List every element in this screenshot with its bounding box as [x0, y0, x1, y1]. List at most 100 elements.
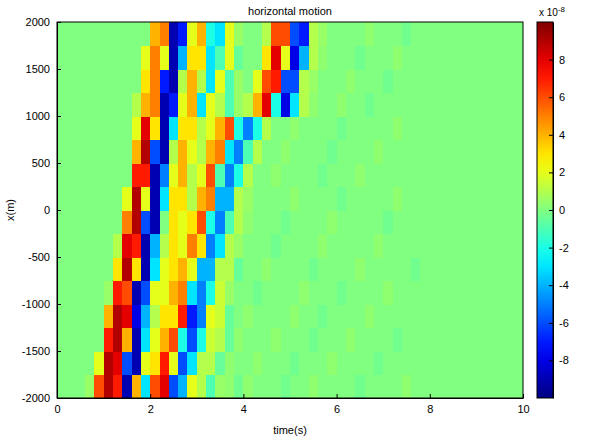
heatmap-cell: [309, 187, 319, 211]
heatmap-cell: [290, 22, 300, 46]
heatmap-cell: [66, 46, 76, 70]
x-tick-label: 10: [517, 403, 529, 415]
heatmap-cell: [262, 22, 272, 46]
heatmap-cell: [94, 210, 104, 234]
heatmap-cell: [271, 22, 281, 46]
heatmap-cell: [430, 234, 440, 258]
heatmap-cell: [383, 234, 393, 258]
heatmap-cell: [160, 22, 170, 46]
heatmap-cell: [141, 304, 151, 328]
heatmap-cell: [346, 187, 356, 211]
heatmap-cell: [337, 328, 347, 352]
heatmap-cell: [113, 281, 123, 305]
heatmap-cell: [122, 46, 132, 70]
heatmap-cell: [486, 304, 496, 328]
heatmap-cell: [262, 281, 272, 305]
heatmap-cell: [420, 281, 430, 305]
heatmap-cell: [76, 93, 86, 117]
heatmap-cell: [113, 375, 123, 399]
heatmap-cell: [178, 163, 188, 187]
heatmap-cell: [476, 187, 486, 211]
heatmap-cell: [150, 93, 160, 117]
heatmap-cell: [253, 304, 263, 328]
heatmap-cell: [411, 234, 421, 258]
heatmap-cell: [411, 163, 421, 187]
heatmap-cell: [355, 69, 365, 93]
heatmap-cell: [365, 140, 375, 164]
heatmap-cell: [122, 69, 132, 93]
heatmap-cell: [225, 22, 235, 46]
heatmap-cell: [141, 140, 151, 164]
heatmap-cell: [309, 210, 319, 234]
heatmap-cell: [132, 187, 142, 211]
heatmap-cell: [178, 140, 188, 164]
heatmap-cell: [187, 234, 197, 258]
heatmap-cell: [225, 116, 235, 140]
heatmap-cell: [85, 351, 95, 375]
heatmap-cell: [402, 210, 412, 234]
heatmap-cell: [104, 163, 114, 187]
heatmap-cell: [439, 304, 449, 328]
heatmap-cell: [402, 93, 412, 117]
y-tick: 500: [32, 157, 61, 169]
x-tick-label: 0: [54, 403, 60, 415]
heatmap-cell: [262, 46, 272, 70]
heatmap-cell: [122, 22, 132, 46]
heatmap-cell: [327, 304, 337, 328]
heatmap-cell: [299, 69, 309, 93]
heatmap-cell: [141, 22, 151, 46]
heatmap-cell: [299, 140, 309, 164]
heatmap-cell: [132, 116, 142, 140]
heatmap-cell: [448, 281, 458, 305]
heatmap-cell: [141, 328, 151, 352]
heatmap-cell: [104, 304, 114, 328]
heatmap-cell: [104, 22, 114, 46]
heatmap-cell: [104, 328, 114, 352]
heatmap-cell: [346, 46, 356, 70]
heatmap-cell: [299, 328, 309, 352]
heatmap-cell: [253, 163, 263, 187]
heatmap-cell: [104, 187, 114, 211]
colorbar-tick-label: 6: [559, 91, 565, 103]
colorbar-tick-mark: [549, 60, 553, 61]
heatmap-cell: [318, 351, 328, 375]
heatmap-cell: [113, 328, 123, 352]
heatmap-cell: [411, 187, 421, 211]
heatmap-cell: [514, 281, 523, 305]
heatmap-cell: [169, 210, 179, 234]
heatmap-cell: [346, 93, 356, 117]
y-axis-title: x(m): [4, 199, 16, 221]
y-tick-mark: [57, 116, 61, 117]
heatmap-cell: [299, 93, 309, 117]
heatmap-cell: [458, 187, 468, 211]
heatmap-cell: [411, 46, 421, 70]
heatmap-cell: [253, 375, 263, 399]
heatmap-cell: [393, 69, 403, 93]
heatmap-cell: [374, 351, 384, 375]
heatmap-cell: [206, 210, 216, 234]
heatmap-cell: [271, 187, 281, 211]
heatmap-cell: [402, 281, 412, 305]
heatmap-cell: [234, 163, 244, 187]
heatmap-cell: [495, 69, 505, 93]
heatmap-cell: [215, 46, 225, 70]
heatmap-cell: [197, 187, 207, 211]
heatmap-cell: [197, 22, 207, 46]
heatmap-cell: [66, 210, 76, 234]
heatmap-cell: [290, 93, 300, 117]
heatmap-cell: [495, 46, 505, 70]
heatmap-cell: [486, 93, 496, 117]
heatmap-cell: [271, 116, 281, 140]
heatmap-cell: [383, 163, 393, 187]
heatmap-cell: [253, 116, 263, 140]
heatmap-cell: [374, 116, 384, 140]
heatmap-cell: [243, 234, 253, 258]
heatmap-cell: [85, 304, 95, 328]
heatmap-cell: [411, 22, 421, 46]
heatmap-cell: [299, 375, 309, 399]
heatmap-cell: [439, 234, 449, 258]
heatmap-cell: [448, 163, 458, 187]
heatmap-cell: [160, 375, 170, 399]
heatmap-cell: [197, 351, 207, 375]
heatmap-cell: [393, 281, 403, 305]
